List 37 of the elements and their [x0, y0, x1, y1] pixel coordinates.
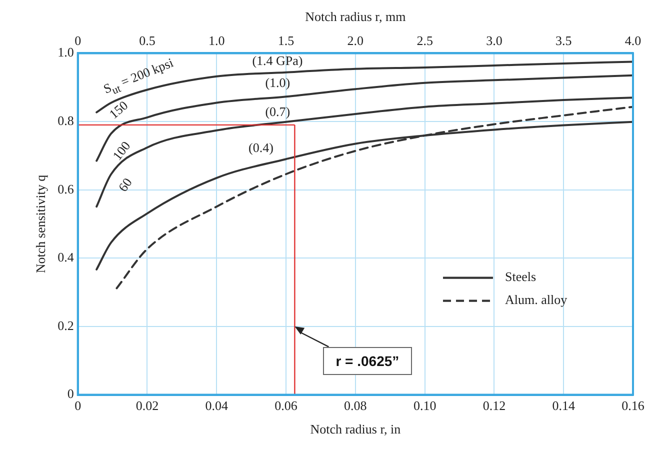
annotation: (0.7): [265, 104, 290, 120]
x2-tick-label: 0.5: [139, 32, 156, 48]
x-tick-label: 0.02: [136, 398, 159, 414]
x2-tick-label: 3.5: [555, 32, 572, 48]
x2-tick-label: 1.5: [278, 32, 294, 48]
x-tick-label: 0.10: [413, 398, 436, 414]
annotation: 150: [106, 97, 132, 122]
x-tick-label: 0.06: [274, 398, 298, 414]
legend-label: Steels: [505, 269, 536, 284]
y-axis-title: Notch sensitivity q: [33, 174, 48, 274]
x2-tick-label: 3.0: [486, 32, 502, 48]
annotation: (1.0): [265, 74, 290, 91]
x-tick-label: 0.12: [482, 398, 506, 414]
x-tick-label: 0.16: [622, 398, 645, 414]
x2-tick-label: 2.0: [347, 32, 364, 48]
x-axis-title: Notch radius r, in: [310, 422, 402, 437]
x2-axis-title: Notch radius r, mm: [305, 9, 406, 24]
x-tick-label: 0.14: [552, 398, 576, 414]
x2-tick-label: 2.5: [416, 32, 433, 48]
x-tick-label: 0.08: [344, 398, 367, 414]
line-series: [96, 96, 633, 208]
annotation: (1.4 GPa): [252, 53, 303, 70]
y-tick-label: 0: [67, 386, 74, 402]
annotation: 60: [114, 174, 136, 195]
annotation: 100: [110, 138, 134, 164]
y-tick-label: 1.0: [58, 44, 74, 60]
annotation: S$_{ut}$ = 200 kpsi: [101, 54, 176, 97]
x-tick-label: 0.04: [205, 398, 229, 414]
x2-tick-label: 1.0: [208, 32, 225, 48]
y-tick-label: 0.6: [58, 181, 74, 196]
legend-label: Alum. alloy: [505, 292, 568, 308]
annotation: (0.4): [248, 140, 274, 156]
ref-line-label: r = .0625”: [322, 346, 412, 375]
x2-tick-label: 4.0: [624, 32, 642, 48]
y-tick-label: 0.2: [58, 318, 74, 333]
y-tick-label: 0.4: [58, 250, 74, 265]
y-tick-label: 0.8: [58, 112, 74, 128]
